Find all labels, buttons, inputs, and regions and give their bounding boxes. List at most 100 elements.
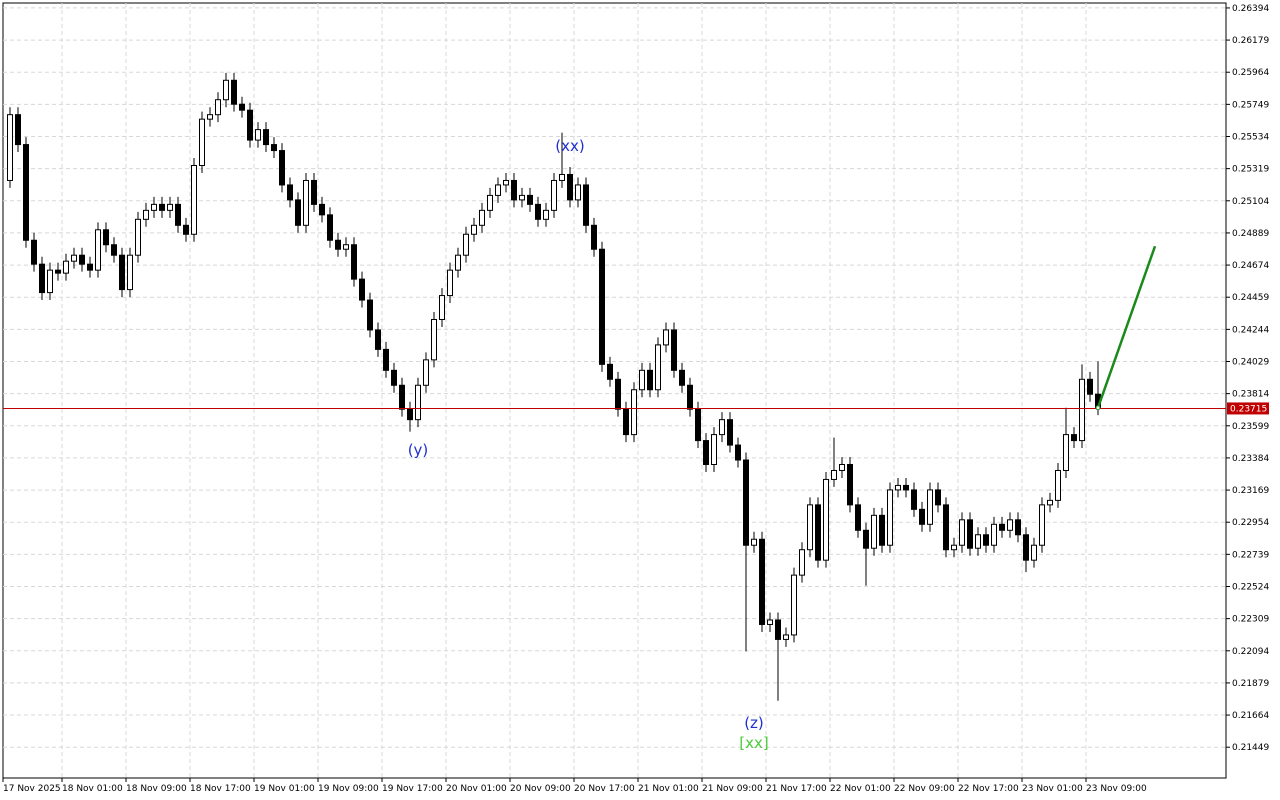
candle-body <box>735 444 741 461</box>
candle-body <box>127 254 133 291</box>
candle-body <box>1047 499 1053 506</box>
candle-body <box>583 184 589 226</box>
y-tick-label: 0.25534 <box>1232 133 1269 143</box>
y-tick-label: 0.22309 <box>1232 615 1269 625</box>
candle-body <box>807 504 813 551</box>
y-tick-label: 0.23599 <box>1232 422 1269 432</box>
candle-body <box>487 194 493 211</box>
candle-body <box>431 318 437 361</box>
y-tick-label: 0.25964 <box>1232 68 1269 78</box>
candle-body <box>231 79 237 105</box>
candle-body <box>383 348 389 371</box>
candle-body <box>831 469 837 480</box>
candle-body <box>439 295 445 320</box>
y-tick-label: 0.24244 <box>1232 325 1269 335</box>
candle-body <box>775 619 781 640</box>
candle-body <box>607 363 613 380</box>
candle-body <box>655 344 661 391</box>
y-tick-label: 0.25749 <box>1232 100 1269 110</box>
candle-body <box>143 209 149 220</box>
candle-body <box>135 218 141 256</box>
y-tick-label: 0.22739 <box>1232 550 1269 560</box>
candle-body <box>103 229 109 246</box>
candle-body <box>983 534 989 546</box>
candle-body <box>287 184 293 201</box>
candle-body <box>703 440 709 466</box>
candle-body <box>343 244 349 250</box>
x-tick-label: 20 Nov 01:00 <box>446 784 507 794</box>
candle-body <box>39 263 45 294</box>
wave-label: (y) <box>408 441 429 459</box>
x-tick-label: 21 Nov 17:00 <box>766 784 827 794</box>
y-tick-label: 0.26179 <box>1232 36 1269 46</box>
candle-body <box>255 129 261 141</box>
candle-body <box>263 129 269 146</box>
candle-body <box>239 103 245 111</box>
x-tick-label: 18 Nov 17:00 <box>190 784 251 794</box>
candle-body <box>519 194 525 201</box>
x-tick-label: 19 Nov 01:00 <box>254 784 315 794</box>
candle-body <box>319 203 325 216</box>
candle-body <box>511 179 517 201</box>
candle-body <box>359 278 365 301</box>
candle-body <box>47 269 53 294</box>
candle-body <box>959 519 965 546</box>
candle-body <box>191 165 197 235</box>
candle-body <box>903 484 909 491</box>
candle-body <box>375 329 381 350</box>
candle-body <box>847 464 853 506</box>
x-tick-label: 23 Nov 01:00 <box>1022 784 1083 794</box>
candle-body <box>599 248 605 365</box>
candle-body <box>1023 534 1029 561</box>
candle-body <box>575 184 581 201</box>
candle-body <box>23 144 29 241</box>
x-tick-label: 22 Nov 09:00 <box>894 784 955 794</box>
candle-body <box>327 214 333 241</box>
y-tick-label: 0.23814 <box>1232 390 1269 400</box>
plot-frame <box>2 2 1227 779</box>
candle-body <box>743 459 749 546</box>
x-tick-label: 18 Nov 01:00 <box>62 784 123 794</box>
candle-body <box>887 489 893 546</box>
candle-body <box>111 244 117 256</box>
candle-body <box>543 209 549 220</box>
y-tick-label: 0.22094 <box>1232 647 1269 657</box>
candle-body <box>855 504 861 531</box>
candle-body <box>279 150 285 186</box>
y-tick-label: 0.24674 <box>1232 261 1269 271</box>
candle-body <box>991 523 997 546</box>
y-tick-label: 0.21449 <box>1232 743 1269 753</box>
candle-body <box>391 369 397 386</box>
candle-body <box>863 529 869 549</box>
candle-body <box>967 519 973 549</box>
candle-body <box>7 114 13 181</box>
candle-body <box>87 263 93 271</box>
candle-body <box>463 233 469 256</box>
candle-body <box>407 408 413 421</box>
x-tick-label: 21 Nov 01:00 <box>638 784 699 794</box>
candle-body <box>767 619 773 625</box>
price-label-bg <box>1227 402 1269 415</box>
candle-body <box>799 549 805 576</box>
candle-body <box>679 369 685 386</box>
x-tick-label: 17 Nov 2025 <box>3 784 61 794</box>
candle-body <box>551 179 557 211</box>
candle-body <box>663 329 669 346</box>
y-tick-label: 0.22954 <box>1232 518 1269 528</box>
y-tick-label: 0.26394 <box>1232 4 1269 14</box>
price-label: 0.23715 <box>1230 404 1267 414</box>
candle-body <box>223 79 229 101</box>
candle-body <box>351 244 357 280</box>
candle-body <box>911 489 917 510</box>
candle-body <box>1031 544 1037 561</box>
candle-body <box>311 179 317 205</box>
y-tick-label: 0.21664 <box>1232 711 1269 721</box>
candle-body <box>479 209 485 226</box>
x-tick-label: 22 Nov 01:00 <box>830 784 891 794</box>
candle-body <box>671 329 677 371</box>
y-tick-label: 0.21879 <box>1232 679 1269 689</box>
candle-body <box>695 408 701 442</box>
y-tick-label: 0.23384 <box>1232 454 1269 464</box>
candle-body <box>727 419 733 446</box>
candle-body <box>871 514 877 549</box>
